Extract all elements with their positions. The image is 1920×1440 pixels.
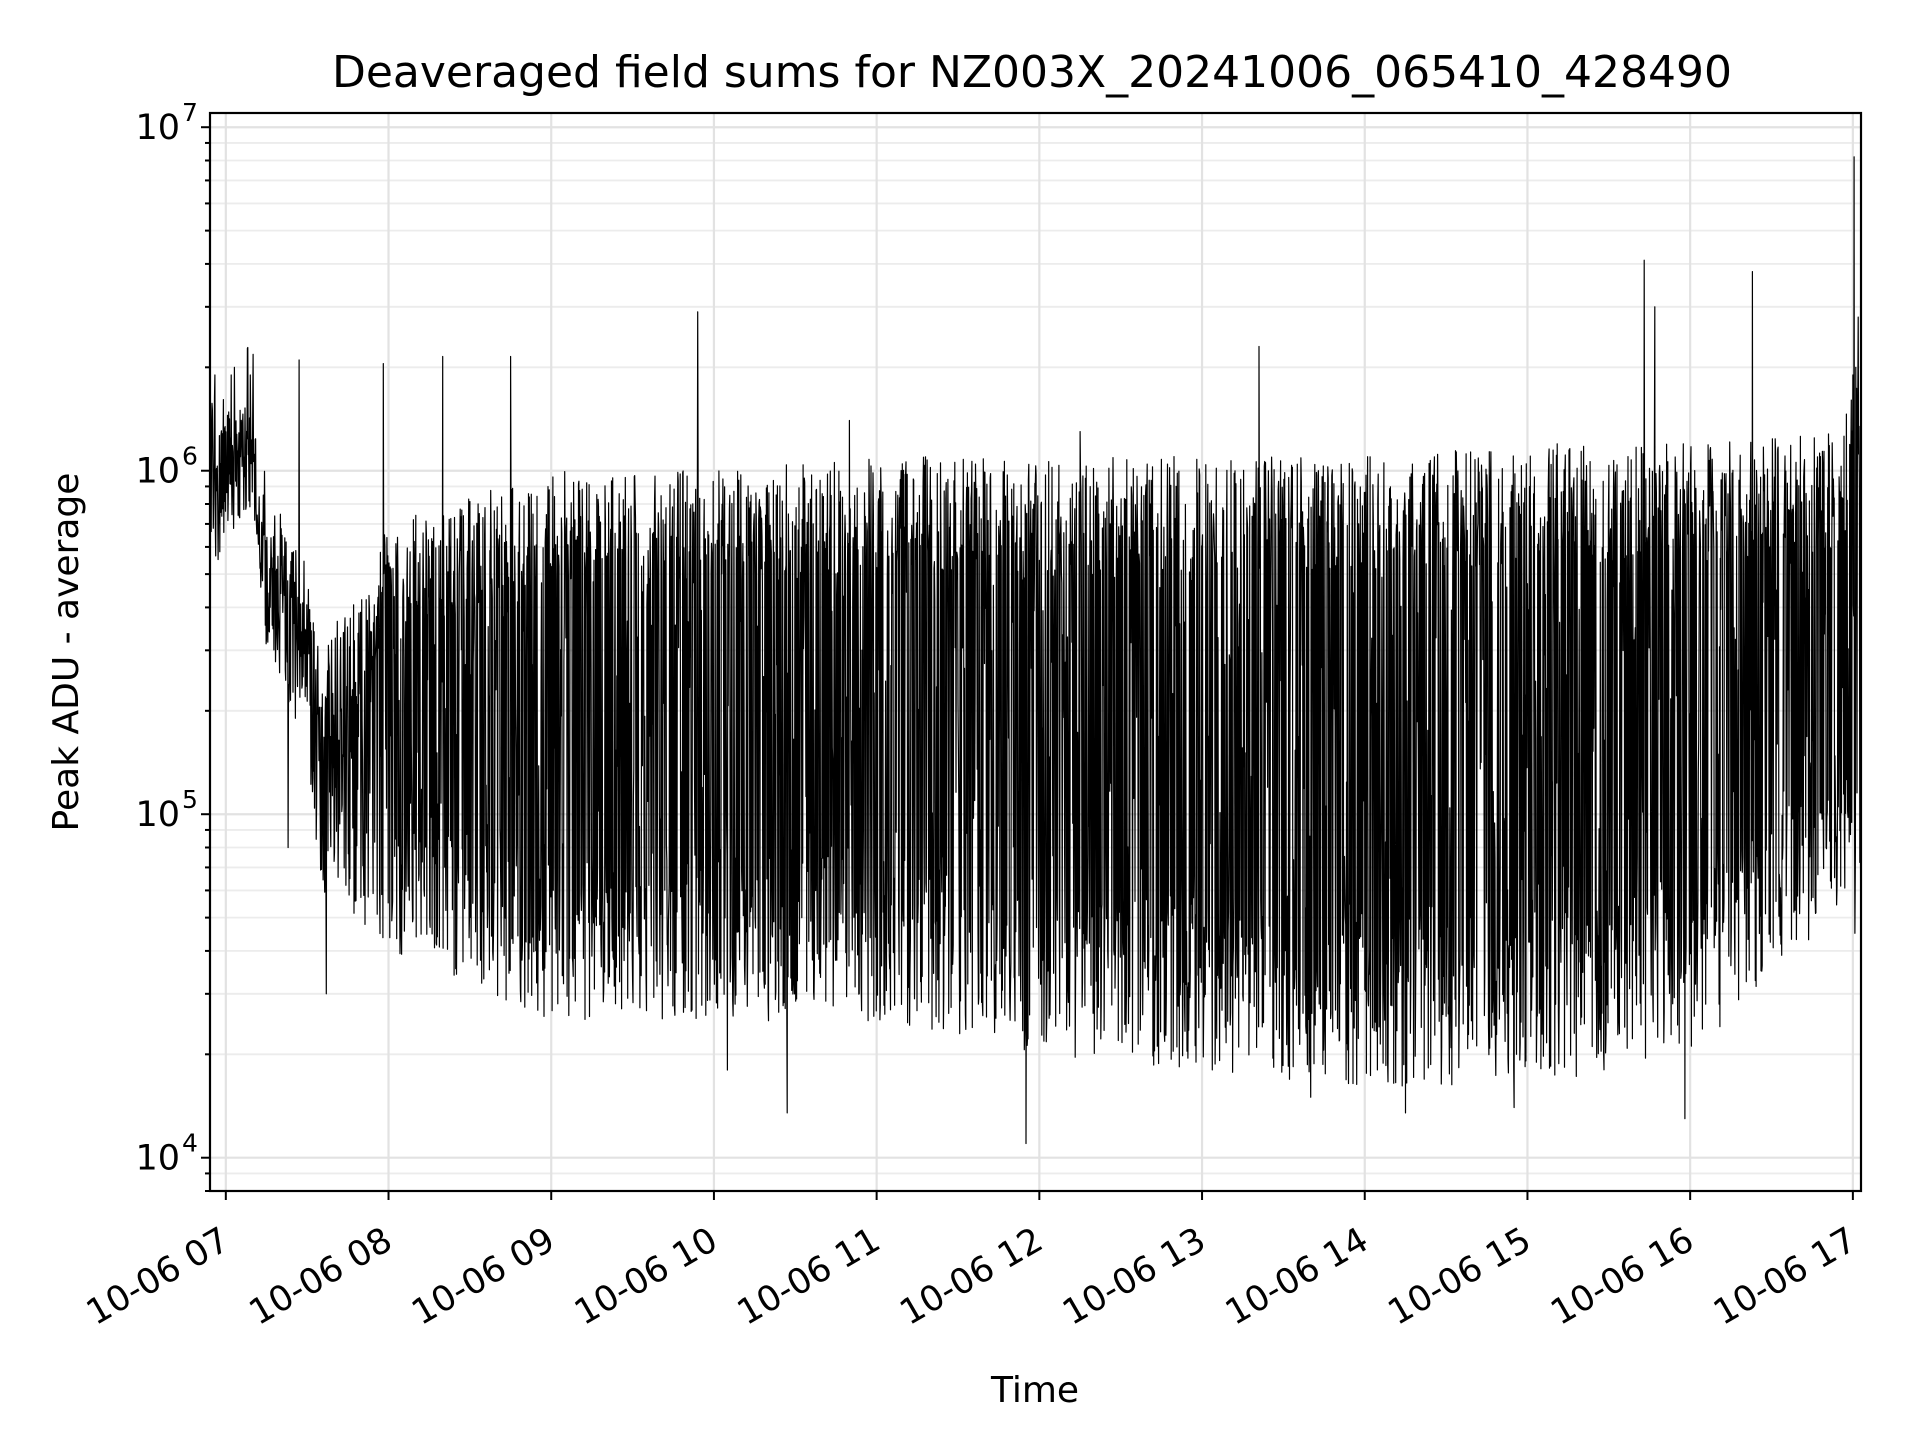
y-tick-label: 10: [135, 1139, 180, 1179]
y-tick-exponent: 5: [182, 785, 198, 814]
y-tick-label: 10: [135, 108, 180, 148]
y-tick-exponent: 4: [182, 1129, 198, 1158]
y-tick-exponent: 6: [182, 442, 198, 471]
series-line: [209, 156, 1862, 1145]
y-axis-label: Peak ADU - average: [46, 473, 87, 832]
plot-area-frame: [208, 111, 1863, 1193]
x-axis-label: Time: [990, 1370, 1079, 1411]
y-tick-label: 10: [135, 795, 180, 835]
chart-title: Deaveraged field sums for NZ003X_2024100…: [332, 47, 1732, 98]
y-tick-exponent: 7: [182, 98, 198, 127]
y-tick-label: 10: [135, 452, 180, 492]
series-layer: [209, 156, 1862, 1145]
